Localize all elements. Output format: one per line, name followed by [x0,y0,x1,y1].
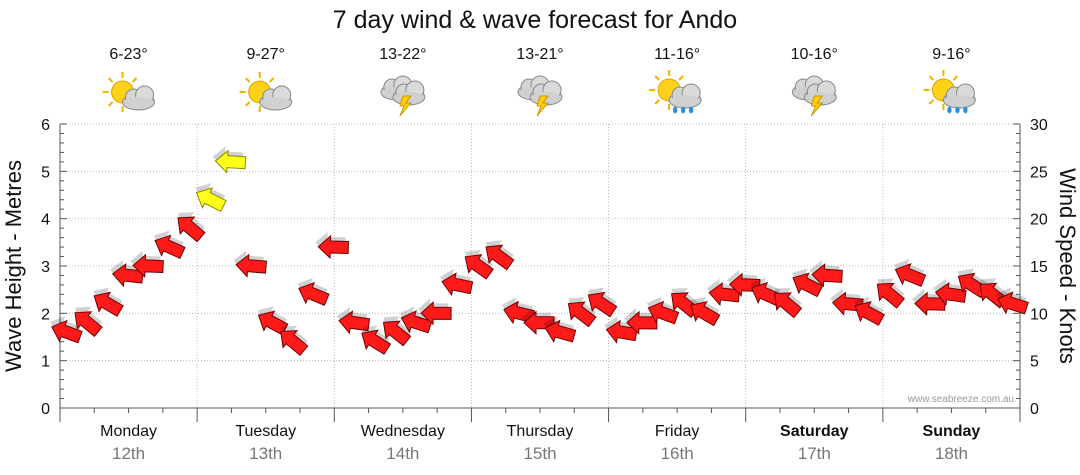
storm-cloud-icon [791,75,837,117]
day-date: 13th [249,444,282,463]
wind-arrow [830,288,864,316]
wind-arrow [543,315,577,344]
day-date: 17th [798,444,831,463]
wind-arrow [792,268,824,298]
wind-arrow [894,258,927,287]
right-tick-label: 30 [1030,117,1048,134]
right-tick-label: 0 [1030,401,1039,418]
wind-arrow [50,315,83,344]
wind-arrow [315,231,349,260]
right-tick-label: 25 [1030,164,1048,181]
storm-cloud-icon [517,75,563,117]
right-tick-label: 20 [1030,212,1048,229]
day-temperature: 6-23° [109,46,147,63]
wind-arrow [257,306,289,336]
wind-arrow [485,240,515,271]
day-date: 18th [935,444,968,463]
day-name: Monday [100,423,157,440]
sun-rain-icon [922,69,976,114]
wind-arrow [177,212,206,243]
day-temperature: 13-21° [516,46,563,63]
wind-arrow [195,183,227,212]
wind-arrow [233,250,267,278]
left-tick-label: 2 [41,306,50,323]
day-name: Saturday [780,423,849,440]
chart-title: 7 day wind & wave forecast for Ando [333,6,737,34]
y-left-axis-label: Wave Height - Metres [1,160,26,372]
left-tick-label: 1 [41,354,50,371]
left-tick-label: 5 [41,164,50,181]
day-date: 12th [112,444,145,463]
wind-arrow [361,325,392,355]
wind-arrow [933,278,967,306]
day-temperature: 9-16° [932,46,970,63]
wind-arrow [501,297,536,325]
wind-arrow [297,277,330,306]
day-name: Friday [655,423,699,440]
wind-arrow [382,316,412,347]
wind-arrow [623,307,658,335]
left-tick-label: 6 [41,117,50,134]
wind-arrow [587,287,618,318]
day-date: 14th [386,444,419,463]
wind-arrow [854,296,885,326]
y-right-axis-label: Wind Speed - Knots [1055,168,1080,364]
sun-rain-icon [648,69,702,114]
sun-cloud-icon [101,71,156,113]
wind-arrow [646,296,680,325]
right-tick-label: 15 [1030,259,1048,276]
wind-arrow [439,268,474,297]
left-tick-label: 4 [41,212,50,229]
wind-arrow [464,249,494,280]
wind-arrow [809,260,843,288]
wind-arrow [74,306,103,338]
wind-arrow [110,259,144,288]
sun-cloud-icon [238,71,293,113]
day-date: 15th [523,444,556,463]
wind-arrow [212,146,247,174]
wind-arrow [154,230,186,259]
day-name: Sunday [923,423,981,440]
watermark: www.seabreeze.com.au [907,394,1014,405]
wind-arrow [567,297,597,328]
day-temperature: 10-16° [791,46,838,63]
wind-arrow [399,306,433,334]
day-date: 16th [661,444,694,463]
wind-arrow [774,287,803,319]
wind-arrow [996,287,1029,315]
wind-arrow [93,287,124,317]
wind-arrow [280,325,309,356]
wind-arrow [418,298,452,326]
wind-arrow [604,316,638,344]
left-tick-label: 0 [41,401,50,418]
right-tick-label: 5 [1030,354,1039,371]
day-temperature: 11-16° [654,46,700,63]
day-name: Tuesday [235,423,296,440]
right-tick-label: 10 [1030,306,1048,323]
left-tick-label: 3 [41,259,50,276]
day-temperature: 13-22° [379,46,426,63]
wind-arrow [876,278,906,309]
day-name: Thursday [507,423,574,440]
wind-arrow [130,250,164,278]
wind-arrow [336,306,371,335]
storm-cloud-icon [380,75,426,117]
day-temperature: 9-27° [247,46,285,63]
wind-arrow [690,296,721,327]
day-name: Wednesday [361,423,445,440]
